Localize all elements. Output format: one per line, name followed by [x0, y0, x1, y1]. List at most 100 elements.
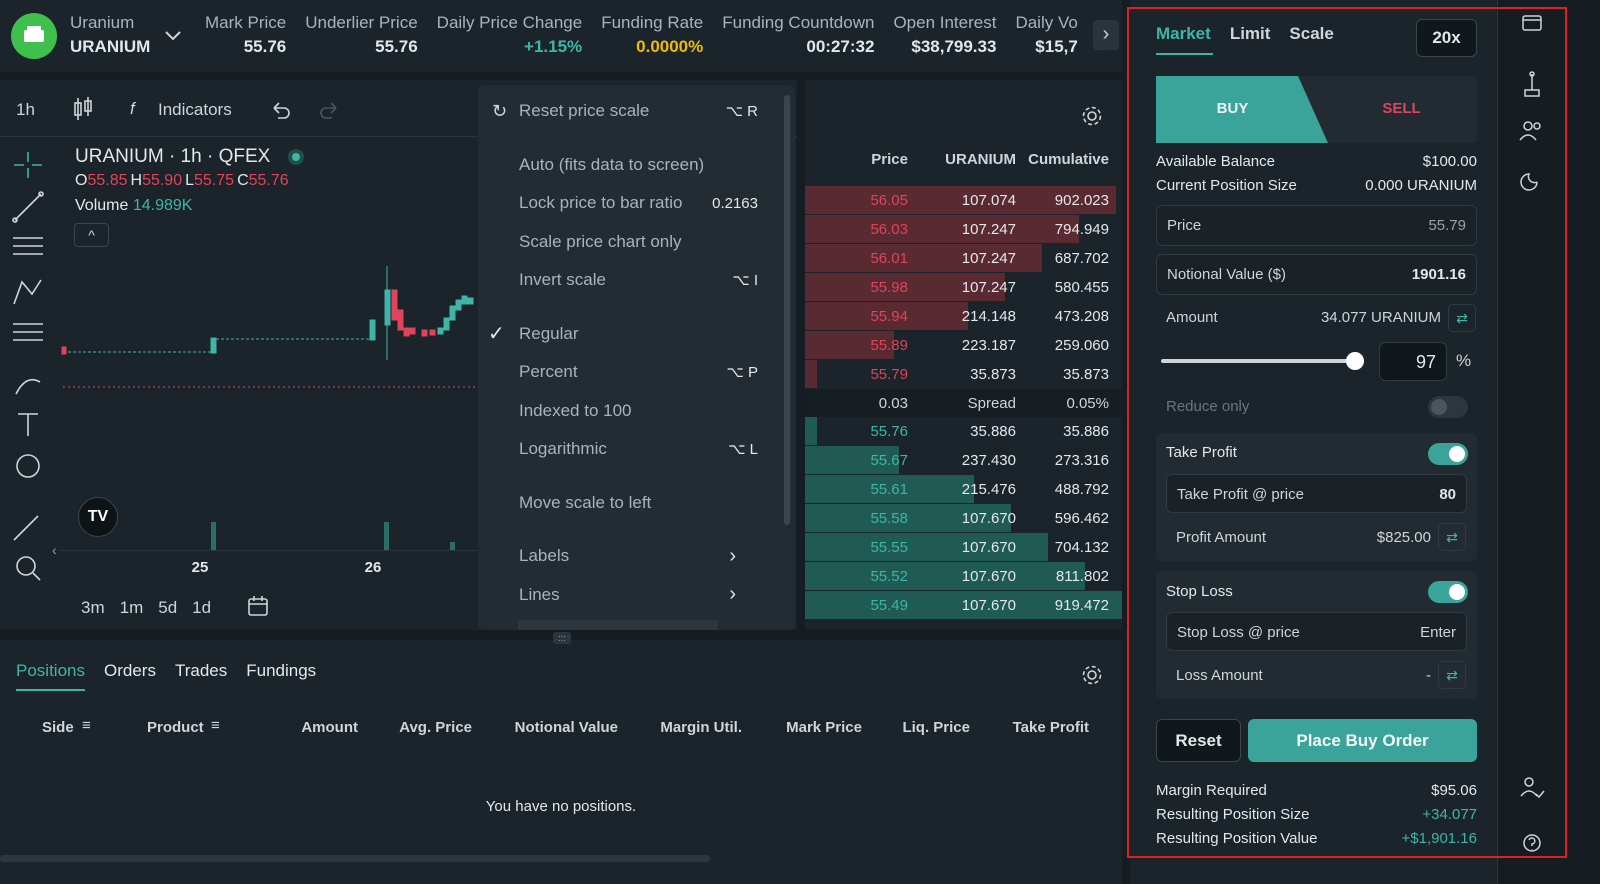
- stat-value: $15,7: [1035, 37, 1078, 56]
- percent-field[interactable]: 97: [1379, 342, 1447, 381]
- spread-cell: 0.05%: [1066, 395, 1109, 412]
- column-header: Liq. Price: [902, 719, 970, 736]
- book-row: 55.55 107.670 704.132: [805, 533, 1122, 561]
- book-row: 55.49 107.670 919.472: [805, 591, 1122, 619]
- place-order-button[interactable]: Place Buy Order: [1248, 719, 1477, 762]
- timeframe[interactable]: 3m: [81, 598, 105, 617]
- asset-dropdown[interactable]: [163, 28, 183, 44]
- info-row: Available Balance $100.00: [1156, 153, 1477, 170]
- amount-swap[interactable]: ⇄: [1448, 304, 1476, 332]
- menu-item[interactable]: Logarithmic ⌥ L: [478, 432, 778, 466]
- stat: Mark Price 55.76: [205, 13, 286, 63]
- summary-row: Margin Required $95.06: [1156, 782, 1477, 799]
- sell-button[interactable]: SELL: [1382, 100, 1421, 117]
- volume-value: 14.989K: [132, 197, 193, 214]
- menu-item[interactable]: ↻ Reset price scale ⌥ R: [478, 94, 778, 128]
- timeframe[interactable]: 5d: [158, 598, 178, 617]
- sl-swap[interactable]: ⇄: [1438, 661, 1466, 689]
- filter-icon[interactable]: ≡: [82, 717, 91, 734]
- menu-item[interactable]: Invert scale ⌥ I: [478, 263, 778, 297]
- book-settings[interactable]: [1081, 105, 1103, 127]
- timeframe[interactable]: 1d: [192, 598, 212, 617]
- candle-icon[interactable]: [72, 96, 94, 122]
- buy-button[interactable]: BUY: [1216, 100, 1249, 117]
- menu-item[interactable]: Lock price to bar ratio 0.2163: [478, 186, 778, 220]
- indicators[interactable]: Indicators: [158, 100, 232, 119]
- menu-item[interactable]: Indexed to 100: [478, 394, 778, 428]
- depth-bar: [805, 244, 1043, 272]
- spread-cell: 0.03: [878, 395, 908, 412]
- book-cell: 273.316: [1054, 452, 1109, 469]
- menu-item[interactable]: Lines ›: [478, 578, 778, 612]
- book-row: 55.58 107.670 596.462: [805, 504, 1122, 532]
- positions-tab[interactable]: Fundings: [246, 661, 317, 680]
- legend-title: URANIUM · 1h · QFEX: [75, 146, 271, 167]
- amount-slider[interactable]: [1161, 352, 1364, 370]
- positions-tabs: Positions Orders Trades Fundings: [16, 661, 335, 691]
- reduce-only-toggle[interactable]: [1428, 396, 1468, 418]
- asset-name: Uranium: [70, 13, 135, 32]
- stats-scroll[interactable]: ›: [1093, 20, 1119, 50]
- slider-thumb[interactable]: [1346, 352, 1364, 370]
- asset-symbol: URANIUM: [70, 37, 151, 56]
- sl-price-field[interactable]: Stop Loss @ price Enter: [1166, 612, 1467, 651]
- side-rail[interactable]: [1515, 10, 1549, 860]
- date-picker[interactable]: [246, 594, 270, 618]
- scroll-left[interactable]: ‹: [52, 542, 57, 558]
- drawing-tools[interactable]: [8, 144, 48, 634]
- order-tab[interactable]: Limit: [1229, 24, 1271, 43]
- book-row: 56.03 107.247 794.949: [805, 215, 1122, 243]
- logo-icon: [24, 26, 44, 42]
- check-icon: ✓: [488, 323, 505, 345]
- menu-label: Move scale to left: [519, 492, 652, 512]
- stop-loss-box: Stop Loss Stop Loss @ price Enter Loss A…: [1156, 571, 1477, 699]
- book-row: 55.67 237.430 273.316: [805, 446, 1122, 474]
- positions-tab[interactable]: Trades: [174, 661, 228, 680]
- info-label: Current Position Size: [1156, 177, 1297, 194]
- time-label: 26: [364, 559, 382, 576]
- menu-more: [518, 620, 718, 630]
- leverage[interactable]: 20x: [1416, 19, 1477, 57]
- price-field[interactable]: Price 55.79: [1156, 205, 1477, 246]
- filter-icon[interactable]: ≡: [211, 717, 220, 734]
- timeframe[interactable]: 1m: [119, 598, 144, 617]
- menu-item[interactable]: Percent ⌥ P: [478, 355, 778, 389]
- book-cell: 259.060: [1054, 337, 1109, 354]
- reset-button[interactable]: Reset: [1156, 719, 1241, 762]
- column-header: Product: [147, 719, 204, 736]
- positions-settings[interactable]: [1081, 664, 1103, 686]
- sl-toggle[interactable]: [1428, 581, 1468, 603]
- positions-tab[interactable]: Positions: [16, 661, 85, 691]
- tp-price-field[interactable]: Take Profit @ price 80: [1166, 474, 1467, 513]
- resize-handle[interactable]: :::: [553, 632, 571, 644]
- timeframes: 3m 1m 5d 1d: [81, 598, 226, 618]
- fx-icon: f: [130, 99, 135, 118]
- stat: Funding Rate 0.0000%: [601, 13, 703, 63]
- order-tab[interactable]: Scale: [1289, 24, 1334, 43]
- book-cell: 811.802: [1055, 568, 1109, 585]
- book-row: 55.61 215.476 488.792: [805, 475, 1122, 503]
- tp-amount-label: Profit Amount: [1176, 529, 1267, 546]
- menu-item[interactable]: ✓ Regular: [478, 317, 778, 351]
- book-cell: 919.472: [1054, 597, 1109, 614]
- menu-item[interactable]: Labels ›: [478, 539, 778, 573]
- tp-toggle[interactable]: [1428, 443, 1468, 465]
- menu-label: Scale price chart only: [519, 231, 682, 251]
- menu-item[interactable]: Scale price chart only: [478, 225, 778, 259]
- tp-swap[interactable]: ⇄: [1438, 523, 1466, 551]
- menu-item[interactable]: Auto (fits data to screen): [478, 148, 778, 182]
- menu-shortcut: ⌥ R: [725, 103, 758, 120]
- order-tab[interactable]: Market: [1156, 24, 1211, 43]
- summary-value: $95.06: [1431, 782, 1477, 799]
- positions-tab[interactable]: Orders: [103, 661, 156, 680]
- interval[interactable]: 1h: [16, 100, 35, 119]
- notional-field[interactable]: Notional Value ($) 1901.16: [1156, 254, 1477, 295]
- info-value: $100.00: [1422, 153, 1477, 170]
- sl-amount: -: [1426, 667, 1431, 684]
- book-row: 55.76 35.886 35.886: [805, 417, 1122, 445]
- ohlc-key: C: [237, 172, 249, 189]
- menu-item[interactable]: Move scale to left: [478, 486, 778, 520]
- undo-redo[interactable]: [270, 100, 340, 120]
- collapse-legend[interactable]: ^: [74, 223, 109, 247]
- highlight-box: [1127, 7, 1567, 858]
